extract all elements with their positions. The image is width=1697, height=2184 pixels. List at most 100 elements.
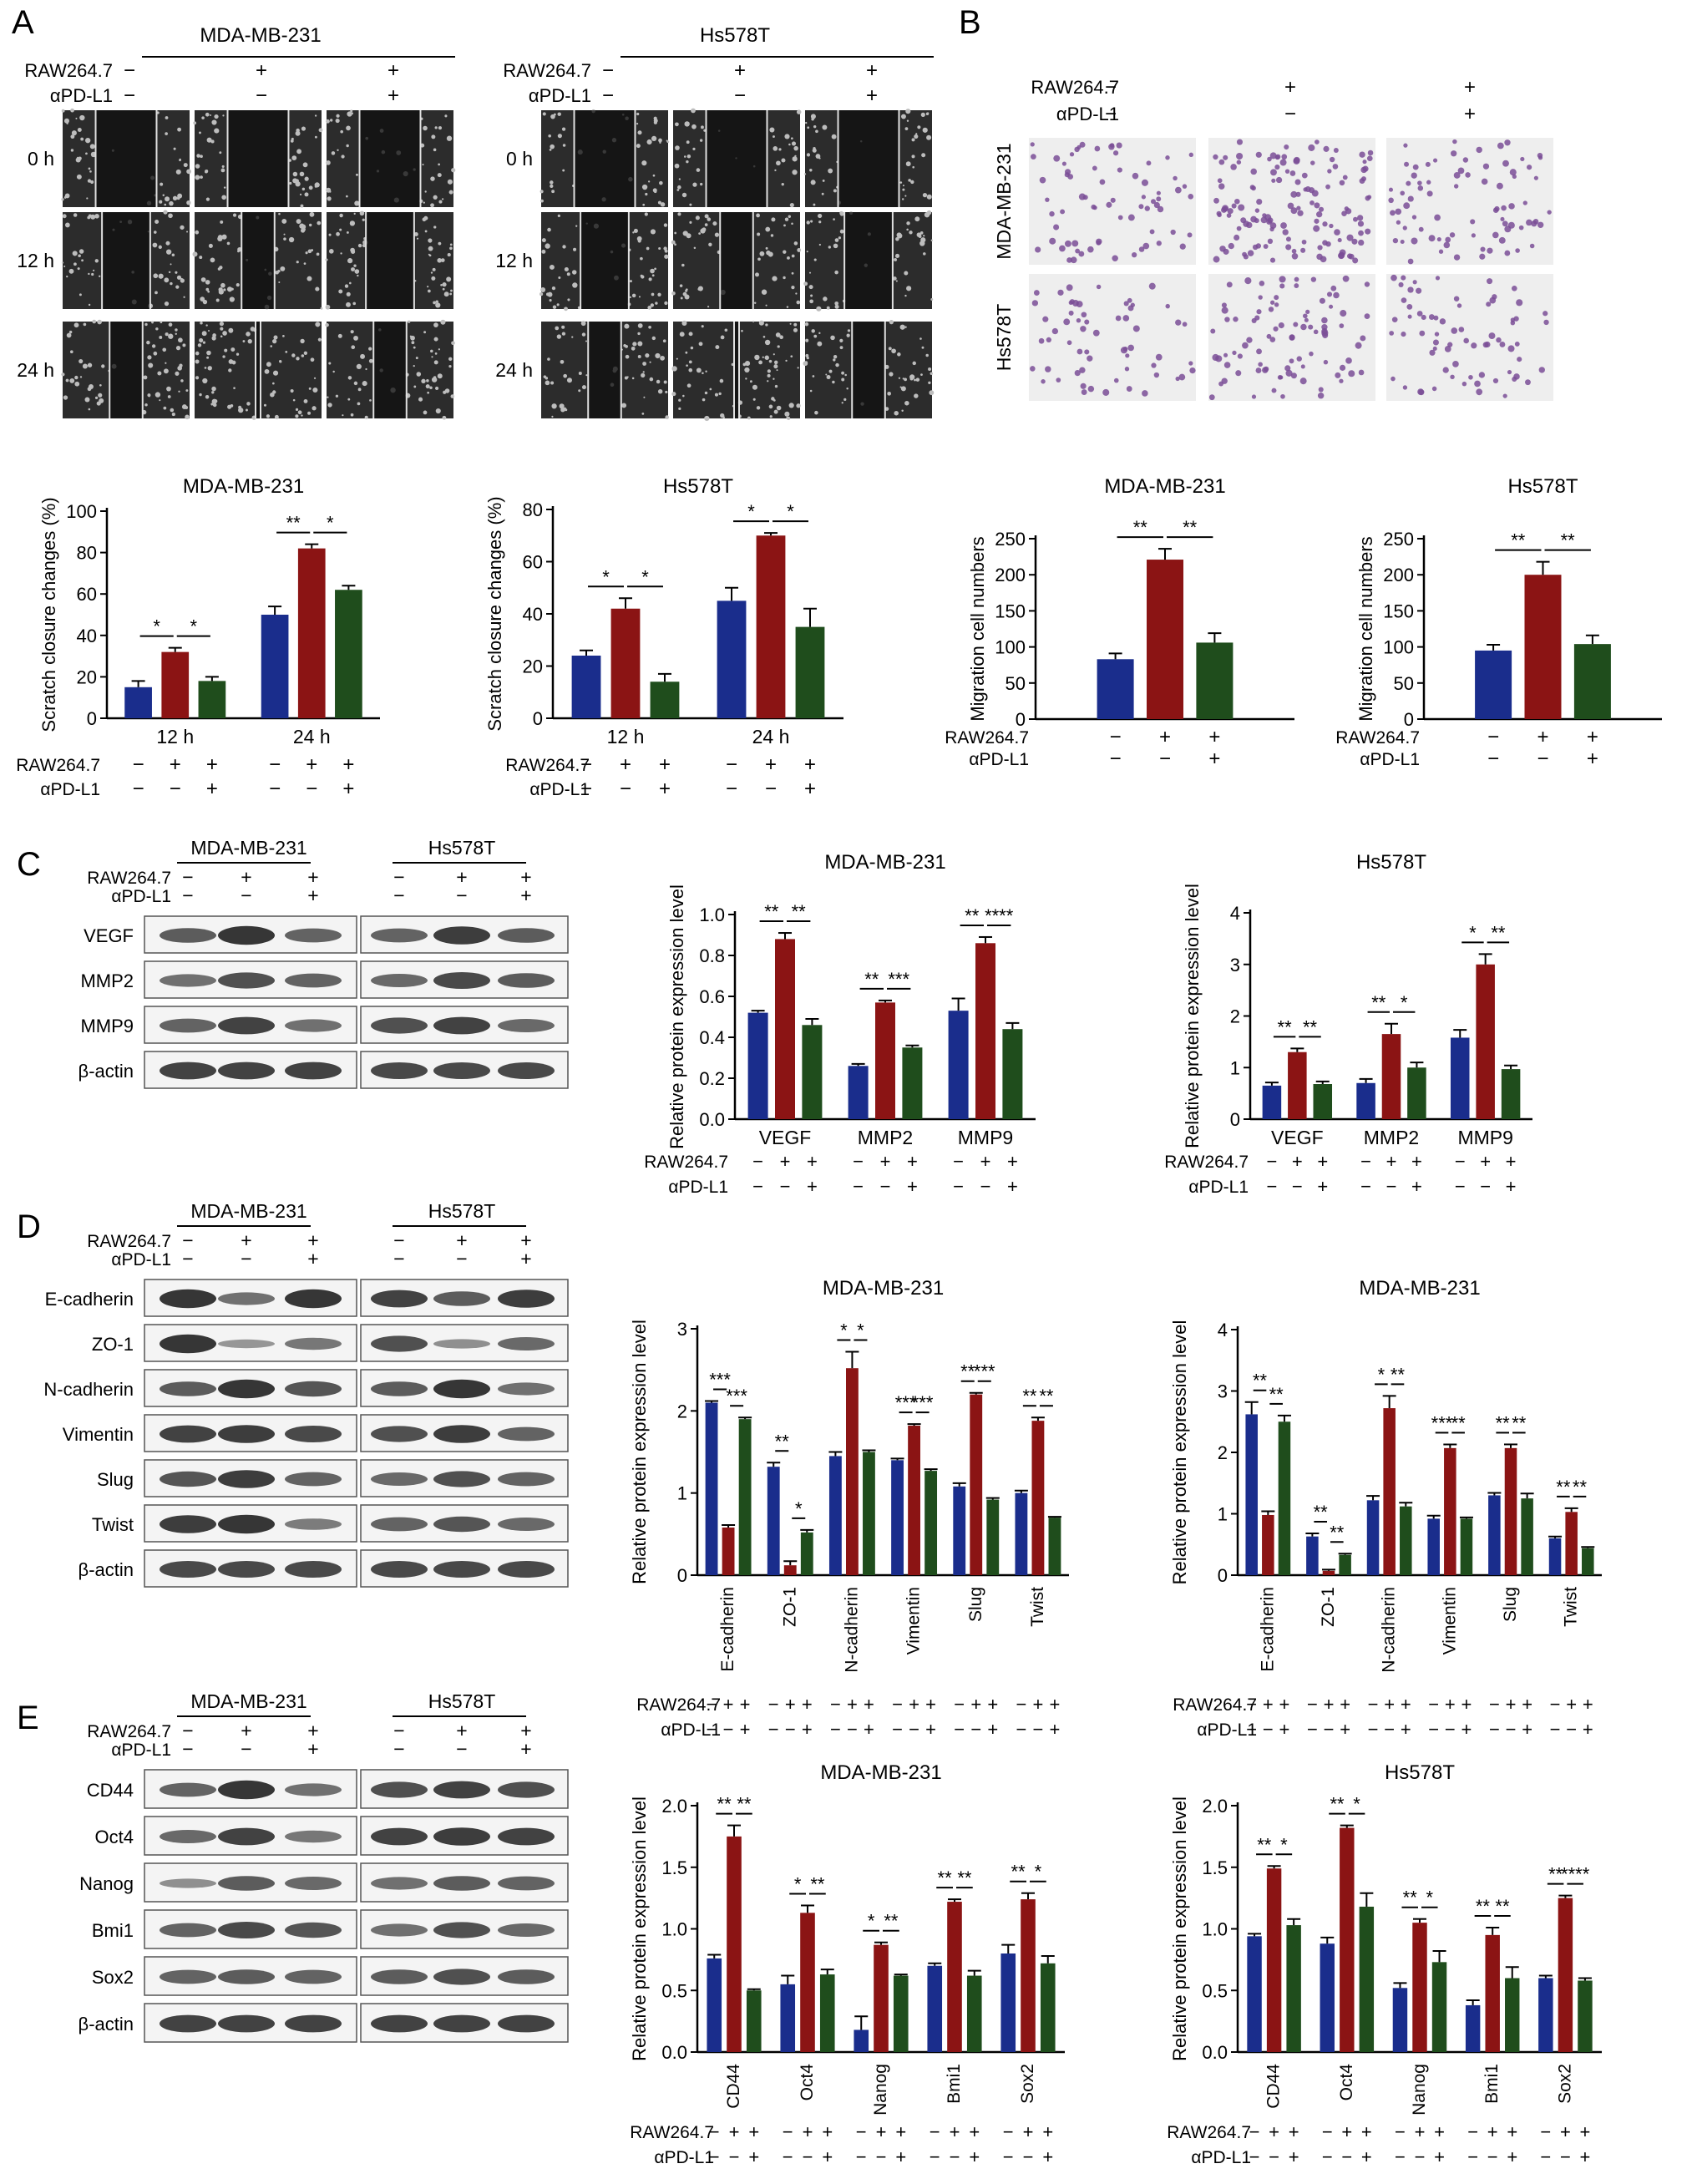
protein-band xyxy=(160,1878,216,1888)
bar xyxy=(1582,1548,1594,1575)
cell-dot xyxy=(756,406,761,410)
cell-dot xyxy=(183,163,188,168)
stained-cell xyxy=(1299,378,1307,385)
cell-dot xyxy=(906,228,909,231)
cell-dot xyxy=(434,126,438,129)
cell-dot xyxy=(309,186,312,189)
bar xyxy=(1097,659,1134,719)
cell-dot xyxy=(773,409,778,414)
stained-cell xyxy=(1471,233,1476,238)
stained-cell xyxy=(1433,158,1438,163)
cell-dot xyxy=(272,370,279,376)
cell-dot xyxy=(165,241,170,246)
cell-dot xyxy=(806,251,808,253)
stained-cell xyxy=(1223,352,1228,357)
scratch-gap xyxy=(580,212,629,309)
cell-dot xyxy=(833,218,835,220)
cell-dot xyxy=(555,326,560,331)
cell-dot xyxy=(702,372,704,375)
cell-dot xyxy=(564,307,568,312)
protein-band xyxy=(160,1289,216,1309)
cell-dot xyxy=(195,175,200,180)
treatment-label-raw: RAW264.7 xyxy=(87,869,171,888)
stained-cell xyxy=(1084,319,1090,325)
blot-panel-c: MDA-MB-231 Hs578TRAW264.7αPD-L1−−+−++−−+−… xyxy=(79,837,569,1089)
sign-apd: − xyxy=(930,2146,940,2167)
cell-dot xyxy=(552,305,557,309)
sign-raw: − xyxy=(1455,1151,1466,1172)
cell-dot xyxy=(80,137,84,141)
sign-apd: − xyxy=(580,778,592,800)
sign-raw: + xyxy=(1560,2121,1571,2142)
sign-raw: + xyxy=(1042,2121,1053,2142)
stained-cell xyxy=(1218,183,1225,190)
cell-dot xyxy=(186,231,189,233)
y-tick-label: 0.2 xyxy=(699,1068,725,1089)
cell-dot xyxy=(200,277,206,282)
cell-dot xyxy=(151,344,156,348)
cell-dot xyxy=(581,385,586,390)
cell-dot xyxy=(547,227,551,232)
cell-dot xyxy=(904,400,909,406)
cell-line-title: MDA-MB-231 xyxy=(200,24,321,47)
cell-dot xyxy=(247,338,252,344)
stained-cell xyxy=(1289,170,1296,176)
cell-dot xyxy=(767,380,769,383)
significance-label: ** xyxy=(1496,1412,1511,1433)
cell-dot xyxy=(201,116,205,119)
stained-cell xyxy=(1522,200,1527,205)
sign-apd: − xyxy=(1246,1719,1257,1740)
cell-dot xyxy=(690,346,694,350)
stained-cell xyxy=(1300,364,1305,369)
cell-dot xyxy=(832,380,835,384)
stained-cell xyxy=(1244,277,1252,285)
cell-dot xyxy=(692,147,696,151)
cell-dot xyxy=(230,347,236,352)
stained-cell xyxy=(1353,216,1358,222)
bar xyxy=(1450,1037,1470,1119)
stained-cell xyxy=(1156,190,1161,195)
sign-raw: + xyxy=(804,753,816,776)
bar xyxy=(1359,1906,1375,2052)
stained-cell xyxy=(1250,168,1257,175)
stained-cell xyxy=(1453,296,1460,302)
cell-dot xyxy=(301,126,306,131)
cell-dot xyxy=(915,133,918,135)
stained-cell xyxy=(1279,276,1286,283)
stained-cell xyxy=(1452,139,1457,144)
cell-dot xyxy=(549,148,552,151)
cell-dot xyxy=(698,342,703,347)
cell-dot xyxy=(775,332,781,337)
cell-dot xyxy=(88,167,91,170)
bar xyxy=(747,1012,768,1119)
stained-cell xyxy=(1492,207,1499,213)
significance-label: ** xyxy=(1391,1364,1406,1385)
protein-band xyxy=(433,1291,490,1306)
cell-dot xyxy=(236,352,240,356)
cell-dot xyxy=(221,165,225,168)
sign-raw: + xyxy=(388,59,399,82)
cell-dot xyxy=(423,201,425,204)
sign-apd: − xyxy=(1322,2146,1333,2167)
cell-dot xyxy=(557,214,561,218)
stained-cell xyxy=(1425,161,1431,167)
stained-cell xyxy=(1132,172,1139,180)
significance-label: * xyxy=(190,616,198,637)
sign-raw: − xyxy=(393,1720,404,1741)
sign-apd: − xyxy=(853,1176,864,1197)
stained-cell xyxy=(1322,240,1328,246)
micrograph-bg xyxy=(1029,274,1196,401)
cell-dot xyxy=(326,187,332,193)
cell-dot xyxy=(631,377,635,380)
cell-dot xyxy=(303,399,308,403)
cell-dot xyxy=(346,231,349,234)
significance-label: ** xyxy=(1303,1016,1318,1037)
sign-raw: + xyxy=(987,1694,998,1715)
cell-dot xyxy=(744,367,750,373)
cell-dot xyxy=(301,354,305,357)
cell-dot xyxy=(61,261,64,264)
protein-band xyxy=(218,1470,275,1488)
cell-dot xyxy=(365,367,367,371)
sign-apd: − xyxy=(785,1719,796,1740)
